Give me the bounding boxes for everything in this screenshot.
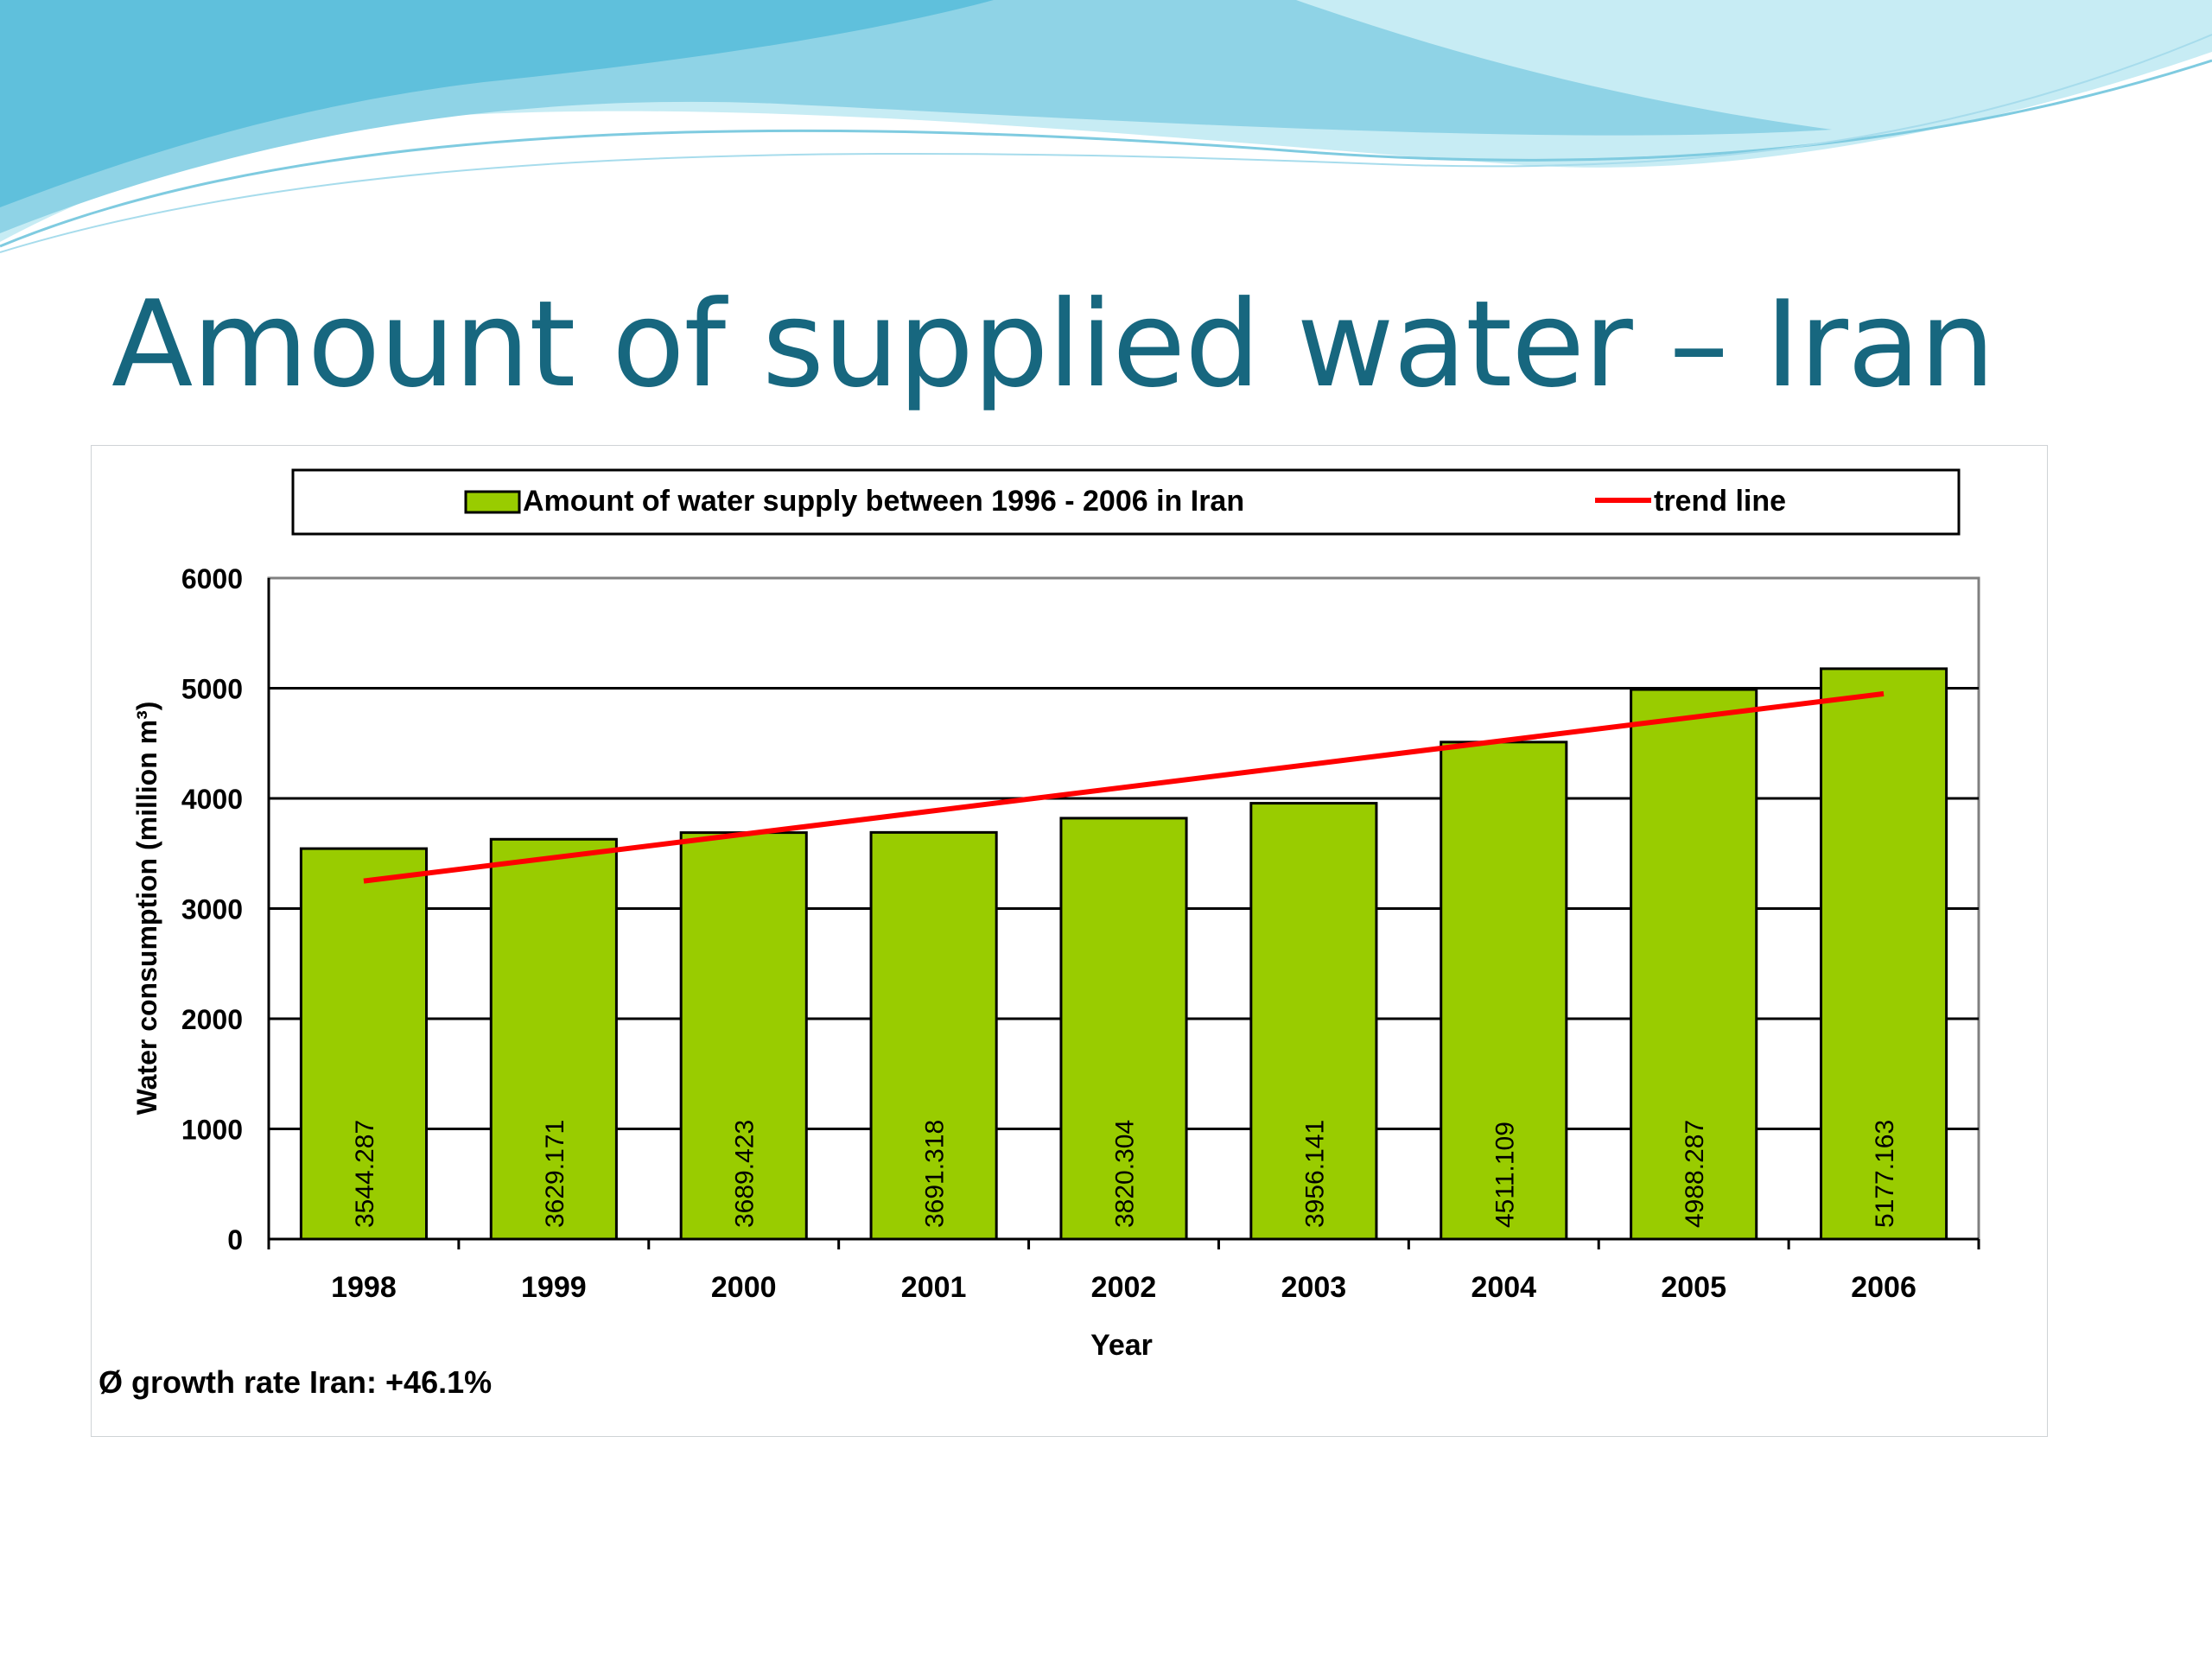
x-tick-label: 2006 (1851, 1271, 1916, 1304)
legend-bar-label: Amount of water supply between 1996 - 20… (523, 485, 1244, 518)
bar-value-label: 3956.141 (1300, 1120, 1329, 1228)
x-tick-label: 2001 (901, 1271, 967, 1304)
x-tick-label: 1998 (331, 1271, 397, 1304)
x-tick-label: 2000 (711, 1271, 777, 1304)
bar (1059, 817, 1188, 1241)
legend-trend-label: trend line (1654, 485, 1786, 518)
x-tick-labels: 1998 1999 2000 2001 2002 2003 2004 2005 2006 (331, 1271, 1916, 1304)
bar (679, 831, 808, 1241)
legend-box (291, 468, 1961, 536)
bars (299, 667, 1948, 1241)
trend-line (363, 690, 1885, 884)
x-tick-label: 2004 (1471, 1271, 1536, 1304)
bar (1249, 802, 1378, 1241)
x-axis-title: Year (1090, 1329, 1153, 1362)
y-tick-label: 6000 (181, 563, 243, 594)
bar (1819, 667, 1948, 1241)
y-tick-label: 5000 (181, 674, 243, 705)
bar-value-label: 3691.318 (921, 1120, 950, 1228)
slide-title: Amount of supplied water – Iran (111, 275, 1995, 414)
bar-value-label: 3689.423 (731, 1120, 760, 1228)
bar-value-label: 4988.287 (1681, 1120, 1709, 1228)
growth-rate-footnote: Ø growth rate Iran: +46.1% (99, 1364, 492, 1400)
bar-value-labels: 3544.287 3629.171 3689.423 3691.318 3820.304… (351, 1120, 1899, 1228)
bar-chart: Amount of water supply between 1996 - 20… (99, 468, 1980, 1400)
x-tick-label: 2005 (1661, 1271, 1726, 1304)
header-wave-decoration (0, 0, 2212, 253)
y-tick-label: 0 (227, 1224, 243, 1255)
x-tick-label: 2003 (1281, 1271, 1347, 1304)
bar (1630, 688, 1758, 1241)
legend-bar-swatch (464, 490, 521, 514)
y-tick-label: 2000 (181, 1004, 243, 1035)
bar (489, 837, 618, 1241)
y-tick-label: 1000 (181, 1115, 243, 1146)
y-axis-title: Water consumption (million m³) (131, 702, 162, 1116)
x-tick-label: 2002 (1091, 1271, 1157, 1304)
bar-value-label: 4511.109 (1491, 1122, 1519, 1228)
x-tick-marks (267, 1239, 1980, 1249)
y-tick-label: 3000 (181, 894, 243, 925)
bar-value-label: 3629.171 (541, 1120, 569, 1228)
bar (869, 830, 998, 1241)
bar-value-label: 5177.163 (1871, 1120, 1899, 1228)
y-tick-label: 4000 (181, 784, 243, 815)
chart-panel: Amount of water supply between 1996 - 20… (91, 445, 2048, 1437)
y-tick-labels: 0 1000 2000 3000 4000 5000 6000 (181, 563, 243, 1255)
bar (299, 847, 429, 1241)
bar-value-label: 3820.304 (1111, 1120, 1140, 1228)
bar-value-label: 3544.287 (351, 1120, 379, 1228)
x-tick-label: 1999 (521, 1271, 587, 1304)
